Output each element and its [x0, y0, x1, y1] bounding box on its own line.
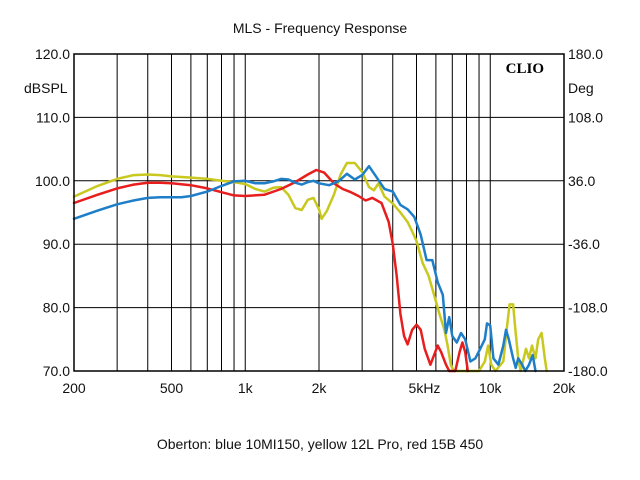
y-right-tick-label: 180.0 [568, 46, 603, 62]
plot-frame [73, 53, 565, 372]
chart-caption: Oberton: blue 10MI150, yellow 12L Pro, r… [157, 436, 484, 452]
y-right-unit-label: Deg [568, 80, 594, 96]
chart-title: MLS - Frequency Response [233, 20, 408, 36]
x-tick-label: 500 [160, 380, 184, 396]
y-right-tick-label: -108.0 [568, 300, 608, 316]
grid [74, 54, 564, 371]
x-tick-label: 20k [553, 380, 577, 396]
y-left-tick-label: 100.0 [35, 173, 70, 189]
y-right-tick-label: 108.0 [568, 109, 603, 125]
y-left-tick-label: 70.0 [43, 363, 70, 379]
y-right-tick-label: -36.0 [568, 236, 600, 252]
series-line [72, 164, 537, 373]
y-left-tick-label: 80.0 [43, 300, 70, 316]
series-line [72, 161, 548, 373]
x-tick-label: 10k [479, 380, 503, 396]
axes: 120.0 110.0 100.0 90.0 80.0 70.0 180.0 108.0 36.… [35, 46, 608, 396]
y-left-tick-label: 90.0 [43, 236, 70, 252]
x-tick-label: 2k [312, 380, 328, 396]
y-left-tick-label: 110.0 [36, 109, 70, 125]
y-left-unit-label: dBSPL [24, 80, 68, 96]
y-left-tick-label: 120.0 [35, 46, 70, 62]
series-line [72, 168, 470, 373]
y-right-tick-label: -180.0 [568, 363, 608, 379]
series-group [72, 161, 548, 373]
clio-brand-label: CLIO [506, 61, 544, 77]
x-tick-label: 5kHz [409, 380, 441, 396]
y-right-tick-label: 36.0 [568, 173, 595, 189]
x-tick-label: 200 [62, 380, 86, 396]
x-tick-label: 1k [238, 380, 254, 396]
